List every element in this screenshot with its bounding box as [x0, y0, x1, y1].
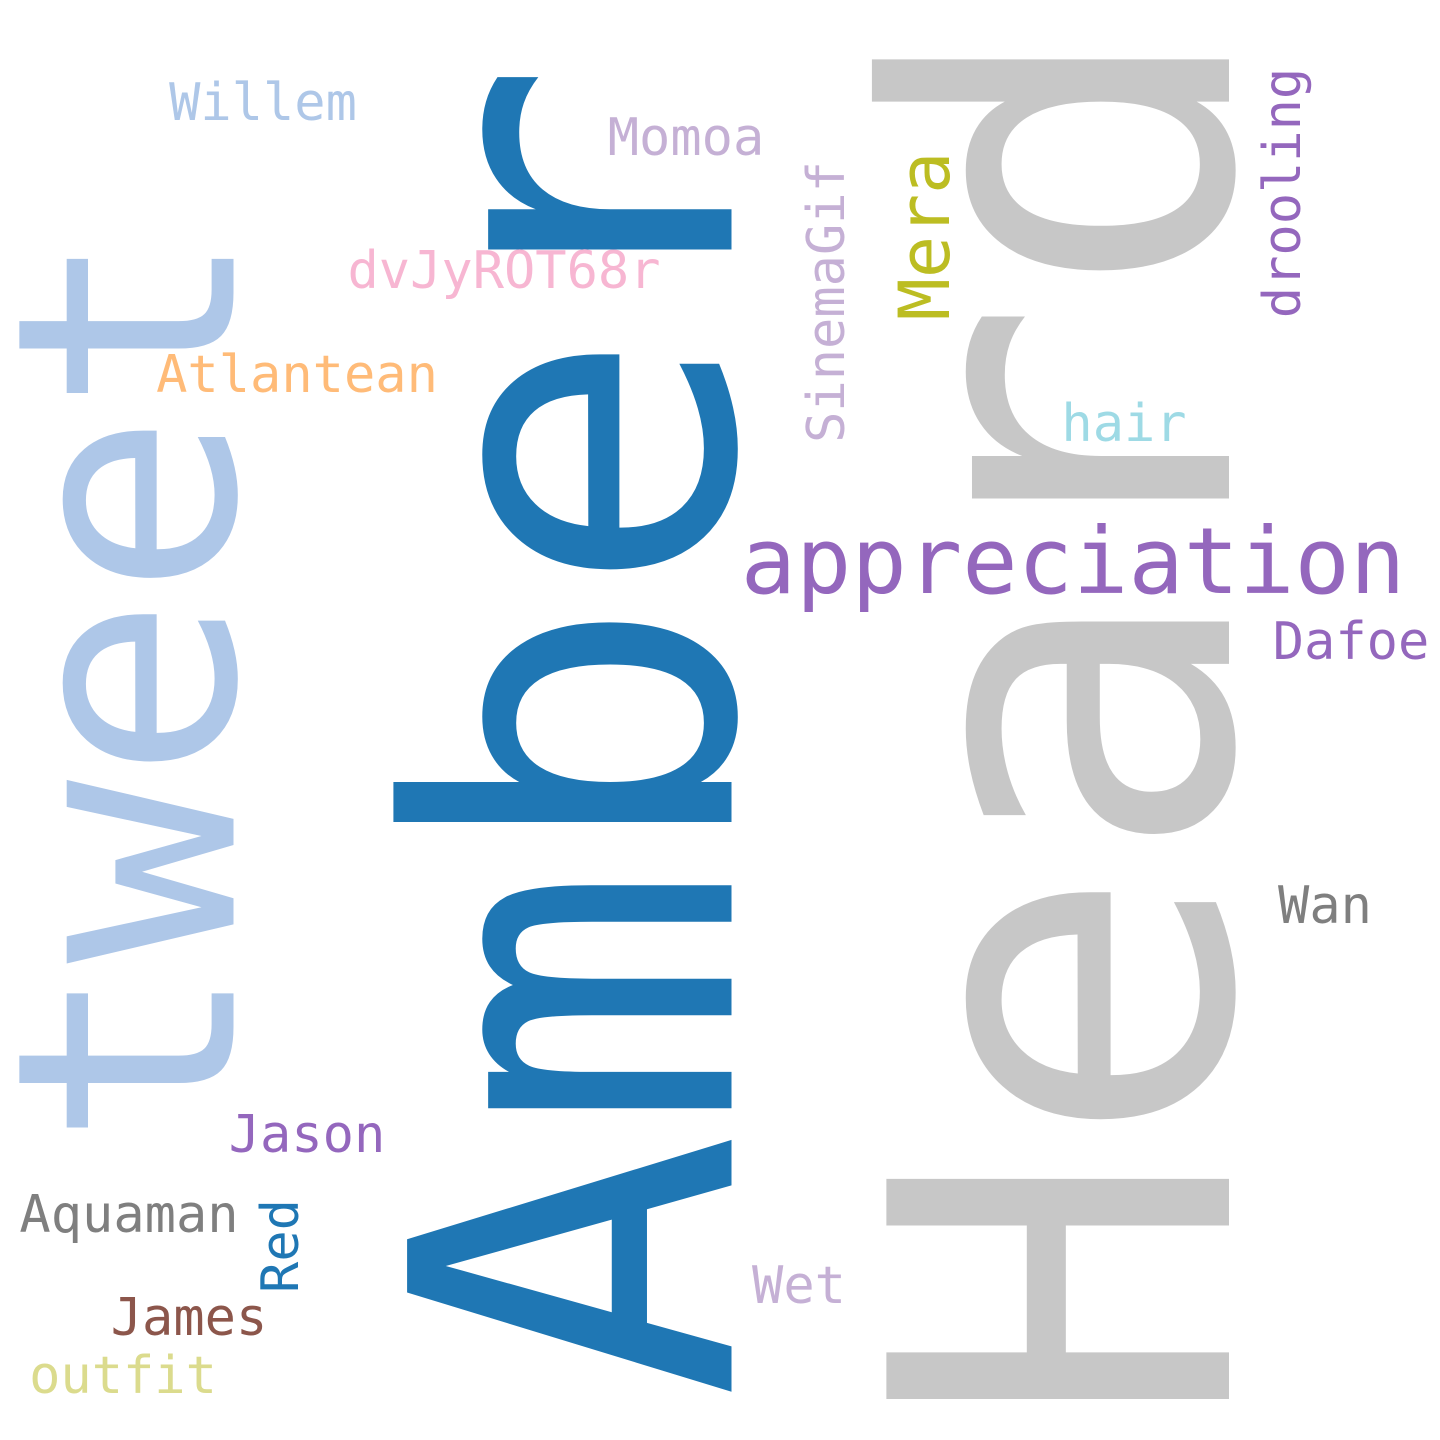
- word-momoa: Momoa: [607, 108, 765, 168]
- word-outfit: outfit: [29, 1346, 217, 1406]
- word-sinemagif: SinemaGif: [797, 161, 857, 443]
- word-atlantean: Atlantean: [156, 345, 438, 405]
- word-wan: Wan: [1278, 876, 1372, 936]
- word-dvjyrot68r: dvJyROT68r: [347, 241, 661, 301]
- word-dafoe: Dafoe: [1272, 612, 1430, 672]
- word-willem: Willem: [169, 73, 357, 133]
- word-james: James: [110, 1288, 268, 1348]
- word-red: Red: [251, 1199, 311, 1293]
- word-aquaman: Aquaman: [19, 1185, 239, 1245]
- word-wet: Wet: [752, 1256, 846, 1316]
- word-hair: hair: [1061, 394, 1187, 454]
- word-jason: Jason: [228, 1105, 386, 1165]
- word-drooling: drooling: [1253, 67, 1313, 319]
- word-mera: Mera: [884, 151, 966, 321]
- word-appreciation: appreciation: [740, 508, 1406, 615]
